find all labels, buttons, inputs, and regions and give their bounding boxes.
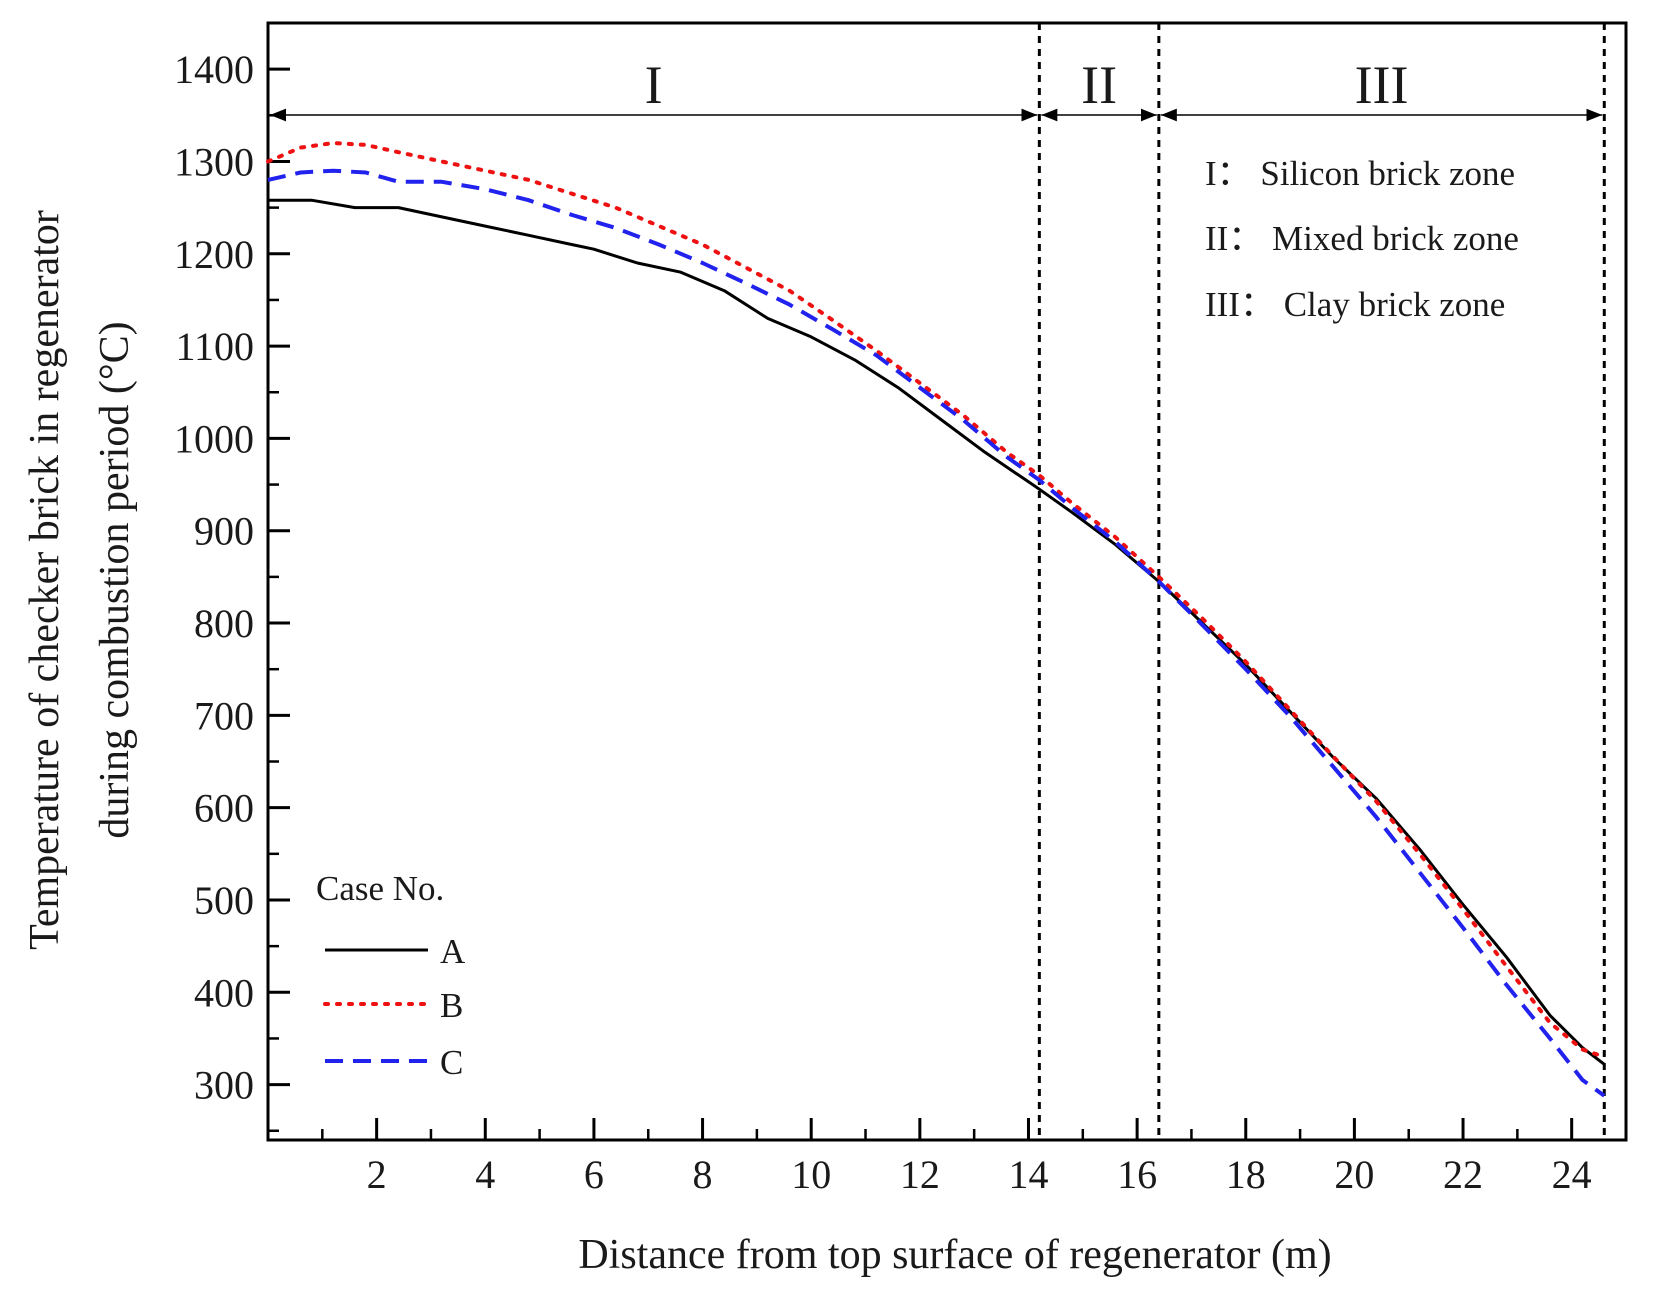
y-tick-label: 500	[194, 878, 254, 923]
zone-markers: I II III	[270, 23, 1606, 1140]
x-tick-label: 6	[584, 1152, 604, 1197]
y-tick-label: 800	[194, 601, 254, 646]
x-tick-label: 10	[791, 1152, 831, 1197]
x-tick-label: 16	[1117, 1152, 1157, 1197]
zone-description-ii: II： Mixed brick zone	[1205, 219, 1519, 258]
y-tick-label: 600	[194, 786, 254, 831]
legend-label-a: A	[440, 932, 466, 971]
zone-description-i: I： Silicon brick zone	[1205, 154, 1515, 193]
x-tick-label: 4	[475, 1152, 495, 1197]
series-line-a	[268, 198, 1606, 1066]
series-lines	[266, 141, 1607, 1098]
x-tick-label: 18	[1226, 1152, 1266, 1197]
legend-title: Case No.	[316, 869, 444, 908]
plot-frame	[266, 21, 1628, 1142]
zone-label: III	[1355, 55, 1409, 115]
legend: Case No. A B C	[316, 869, 466, 1082]
y-axis-title-line1: Temperature of checker brick in regenera…	[22, 210, 68, 950]
y-tick-label: 1200	[174, 232, 254, 277]
legend-label-b: B	[440, 986, 463, 1025]
x-tick-label: 2	[367, 1152, 387, 1197]
x-tick-label: 22	[1443, 1152, 1483, 1197]
zone-label: II	[1081, 55, 1117, 115]
y-axis-title-line2: during combustion period (°C)	[92, 321, 138, 838]
x-tick-label: 20	[1334, 1152, 1374, 1197]
y-tick-label: 1000	[174, 416, 254, 461]
series-line-b	[266, 141, 1607, 1059]
x-axis-title: Distance from top surface of regenerator…	[578, 1232, 1331, 1278]
axes-ticks: 2 4 6 8 10 12 14 16 18 20 22 2430040050060070080090…	[174, 21, 1592, 1197]
series-line-c	[267, 168, 1606, 1098]
y-tick-label: 1100	[175, 324, 254, 369]
zone-descriptions: I： Silicon brick zone II： Mixed brick zo…	[1205, 154, 1519, 324]
x-tick-label: 24	[1552, 1152, 1592, 1197]
y-tick-label: 1300	[174, 139, 254, 184]
zone-description-iii: III： Clay brick zone	[1205, 285, 1505, 324]
y-tick-label: 300	[194, 1063, 254, 1108]
legend-label-c: C	[440, 1043, 463, 1082]
y-tick-label: 900	[194, 509, 254, 554]
zone-label: I	[645, 55, 663, 115]
y-tick-label: 1400	[174, 47, 254, 92]
x-tick-label: 14	[1008, 1152, 1048, 1197]
y-tick-label: 700	[194, 693, 254, 738]
x-tick-label: 8	[693, 1152, 713, 1197]
x-tick-label: 12	[900, 1152, 940, 1197]
y-tick-label: 400	[194, 970, 254, 1015]
